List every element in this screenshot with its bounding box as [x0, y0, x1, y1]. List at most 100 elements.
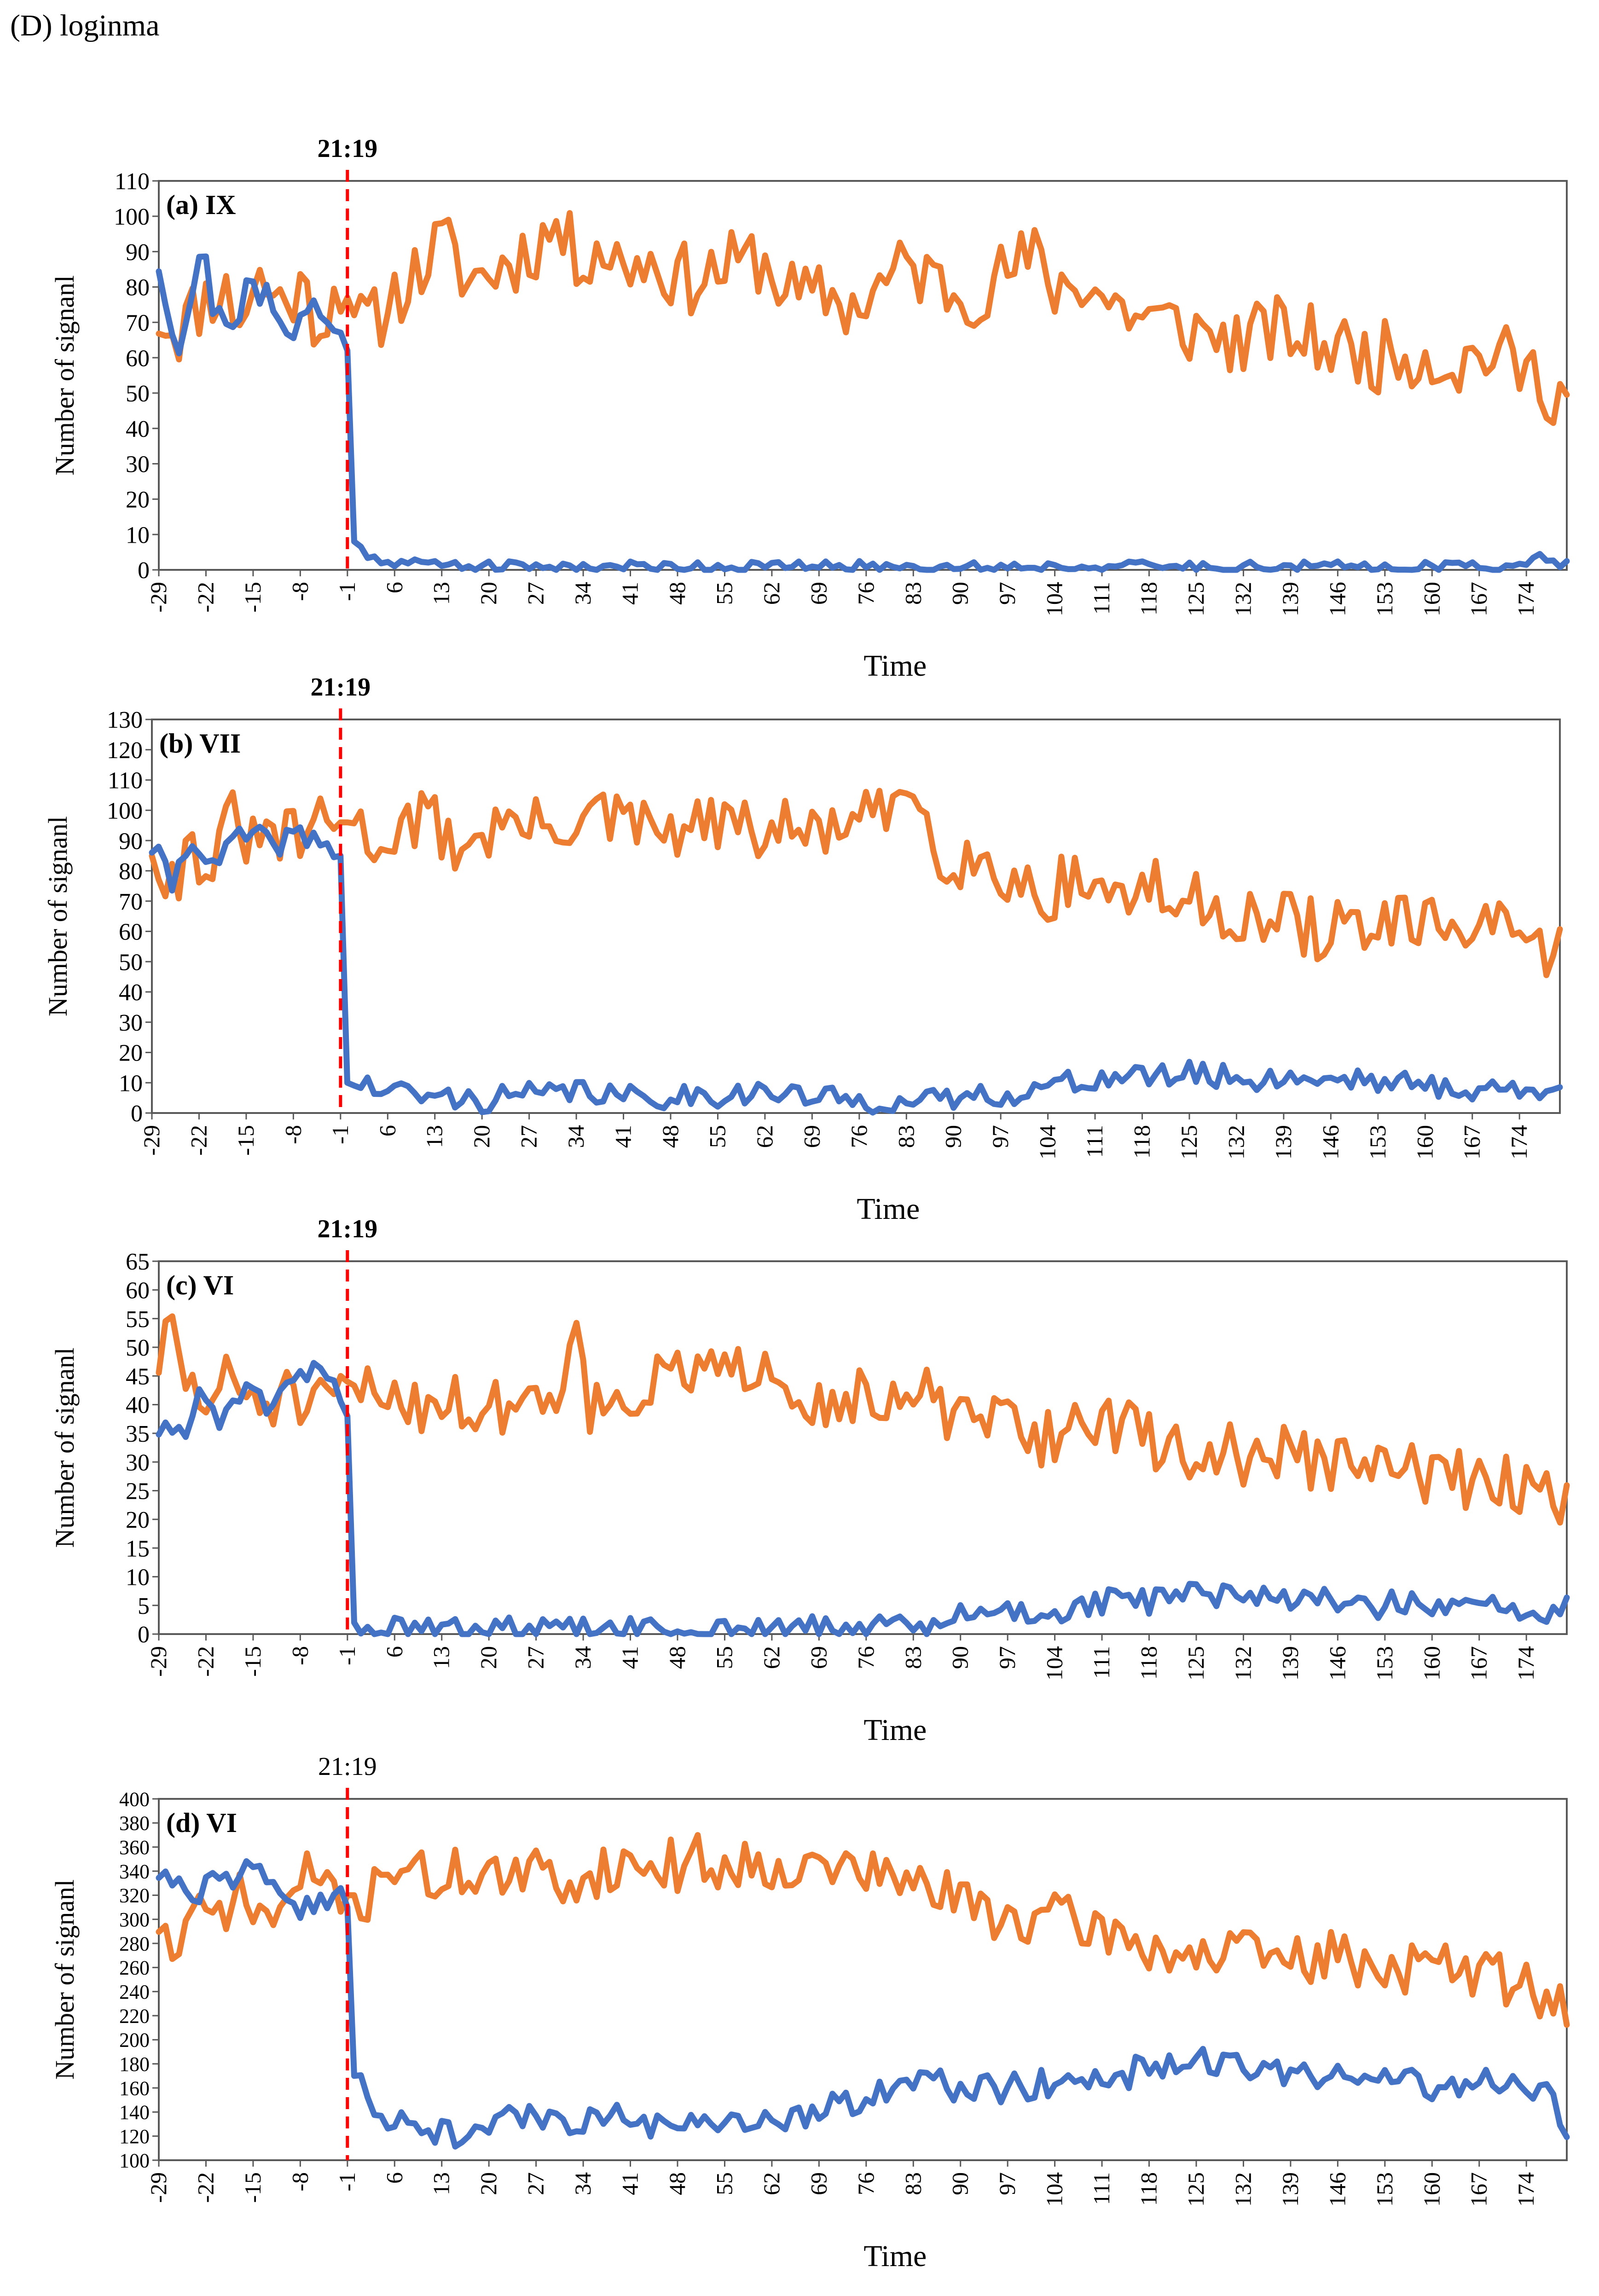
- panel-4-y-tick-label: 260: [119, 1957, 150, 1979]
- panel-3-x-tick-label: 41: [617, 1646, 643, 1669]
- panel-3-x-tick-label: -1: [334, 1646, 360, 1665]
- panel-2-y-tick-label: 120: [107, 737, 143, 764]
- panel-1-plot-frame: [158, 180, 1568, 571]
- panel-3-x-tick-label: -22: [192, 1646, 218, 1677]
- panel-3-y-tick-label: 30: [126, 1449, 150, 1476]
- panel-1-y-tick-label: 50: [126, 381, 150, 407]
- panel-3-x-tick-label: 55: [711, 1646, 737, 1669]
- panel-1-x-tick-label: 111: [1089, 582, 1114, 615]
- panel-4-x-tick-label: 69: [805, 2172, 831, 2195]
- panel-2-x-tick-label: 90: [940, 1125, 966, 1148]
- panel-2-x-tick-label: 48: [657, 1125, 683, 1148]
- panel-1-y-tick-label: 60: [126, 345, 150, 371]
- panel-4-y-tick-label: 400: [119, 1788, 150, 1810]
- panel-3-y-axis-title: Number of signanl: [50, 1348, 80, 1548]
- panel-4-x-axis-title: Time: [863, 2239, 927, 2273]
- panel-1-x-tick-label: 139: [1277, 582, 1303, 616]
- panel-3-y-tick-label: 15: [126, 1536, 150, 1562]
- panel-1-x-tick-label: 55: [711, 582, 737, 605]
- panel-2-y-tick-label: 100: [107, 798, 143, 824]
- panel-3-x-tick-label: 139: [1277, 1646, 1303, 1681]
- panel-2-x-tick-label: -1: [327, 1125, 353, 1144]
- panel-2-x-axis-title: Time: [857, 1192, 920, 1226]
- panel-4-x-tick-label: -15: [240, 2172, 266, 2203]
- panel-4-x-tick-label: 97: [994, 2172, 1020, 2195]
- panel-3-x-tick-label: 69: [805, 1646, 831, 1669]
- panel-1-x-tick-label: 27: [523, 582, 549, 605]
- panel-1-event-label: 21:19: [317, 134, 377, 163]
- panel-2-x-tick-label: 146: [1317, 1125, 1343, 1160]
- panel-4-y-tick-label: 220: [119, 2005, 150, 2027]
- panel-1-x-tick-label: 62: [759, 582, 784, 605]
- panel-4-x-tick-label: -1: [334, 2172, 360, 2192]
- panel-4-y-tick-label: 120: [119, 2125, 150, 2148]
- panel-2-y-tick-label: 40: [119, 980, 143, 1006]
- panel-1-y-axis-title: Number of signanl: [50, 275, 80, 475]
- panel-4-x-tick-label: 6: [381, 2172, 407, 2184]
- panel-2-x-tick-label: 69: [799, 1125, 824, 1148]
- panel-3-x-tick-label: 132: [1230, 1646, 1256, 1681]
- panel-2-x-tick-label: 104: [1035, 1125, 1060, 1160]
- panel-2-x-tick-label: 139: [1270, 1125, 1296, 1160]
- panel-4-panel-label: (d) VI: [166, 1808, 237, 1838]
- panel-3-x-tick-label: 27: [523, 1646, 549, 1669]
- panel-4-x-tick-label: 41: [617, 2172, 643, 2195]
- panel-4-orange-series-line: [156, 1832, 1570, 2028]
- panel-1-y-tick-label: 110: [115, 168, 150, 195]
- panel-1-x-tick-label: 76: [853, 582, 879, 605]
- panel-3-x-tick-label: 83: [900, 1646, 926, 1669]
- panel-4-x-tick-label: 76: [853, 2172, 879, 2195]
- panel-1-y-tick-label: 100: [114, 204, 150, 230]
- panel-1-orange-series-line: [156, 210, 1570, 426]
- panel-3-blue-series-line: [156, 1360, 1570, 1637]
- panel-3-y-tick-label: 10: [126, 1565, 150, 1591]
- panel-2-panel-label: (b) VII: [159, 728, 241, 759]
- panel-1-x-tick-label: -15: [240, 582, 266, 613]
- panel-2-y-tick-label: 60: [119, 919, 143, 945]
- panel-2-x-tick-label: 97: [987, 1125, 1013, 1148]
- panel-4-x-tick-label: -8: [287, 2172, 313, 2192]
- panel-3-orange-series-line: [156, 1313, 1570, 1526]
- panel-3-y-tick-label: 25: [126, 1478, 150, 1505]
- panel-2-x-tick-label: 83: [893, 1125, 919, 1148]
- panel-1-x-tick-label: 41: [617, 582, 643, 605]
- panel-2-x-tick-label: 167: [1459, 1125, 1485, 1160]
- panel-1-x-tick-label: -8: [287, 582, 313, 601]
- panel-1-x-tick-label: 118: [1136, 582, 1162, 615]
- panel-4-y-tick-label: 300: [119, 1908, 150, 1931]
- panel-1-y-tick-label: 90: [126, 239, 150, 266]
- panel-1-y-tick-label: 10: [126, 522, 150, 548]
- panel-2-orange-series-line: [149, 788, 1563, 978]
- panel-3-y-tick-label: 55: [126, 1306, 150, 1333]
- panel-1-x-tick-label: 132: [1230, 582, 1256, 616]
- panel-3-x-tick-label: 174: [1513, 1646, 1539, 1681]
- panel-3-x-tick-label: 153: [1372, 1646, 1397, 1681]
- panel-3-y-tick-label: 20: [126, 1507, 150, 1533]
- panel-3-y-tick-label: 45: [126, 1363, 150, 1390]
- panel-3-x-tick-label: 62: [759, 1646, 784, 1669]
- panel-3-x-tick-label: 111: [1089, 1646, 1114, 1679]
- panel-1-x-axis-title: Time: [863, 649, 927, 683]
- panel-4-x-tick-label: 111: [1089, 2172, 1114, 2205]
- panel-3-y-tick-label: 0: [138, 1622, 150, 1648]
- panel-2-y-tick-label: 0: [131, 1101, 143, 1127]
- panel-2-x-tick-label: 132: [1223, 1125, 1249, 1160]
- panel-1-x-tick-label: 167: [1466, 582, 1492, 616]
- panel-1-x-tick-label: 90: [947, 582, 973, 605]
- panel-4-x-tick-label: 13: [429, 2172, 454, 2195]
- panel-3-y-tick-label: 65: [126, 1249, 150, 1275]
- panel-1-x-tick-label: 125: [1183, 582, 1209, 616]
- panel-2-x-tick-label: 34: [563, 1125, 589, 1148]
- panel-3-x-tick-label: 48: [664, 1646, 690, 1669]
- panel-3-x-tick-label: 34: [570, 1646, 596, 1669]
- panel-1-x-tick-label: -22: [192, 582, 218, 613]
- panel-4-x-tick-label: 62: [759, 2172, 784, 2195]
- panel-1-y-tick-label: 80: [126, 275, 150, 301]
- panel-3-event-label: 21:19: [317, 1215, 377, 1243]
- panel-4-x-tick-label: 90: [947, 2172, 973, 2195]
- panel-4-x-tick-label: 83: [900, 2172, 926, 2195]
- panel-2-plot-frame: [151, 719, 1561, 1114]
- panel-1-x-tick-label: 20: [475, 582, 501, 605]
- panel-2-y-tick-label: 50: [119, 949, 143, 975]
